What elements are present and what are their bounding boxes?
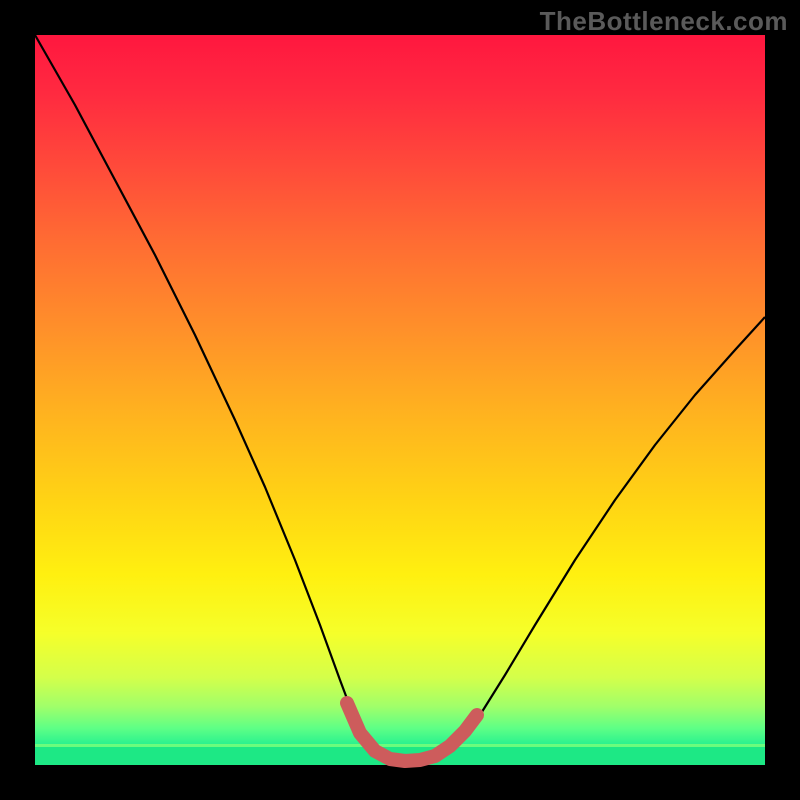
- bottleneck-chart: [0, 0, 800, 800]
- watermark-text: TheBottleneck.com: [540, 6, 788, 37]
- green-band-edge: [35, 744, 765, 747]
- plot-background: [35, 35, 765, 765]
